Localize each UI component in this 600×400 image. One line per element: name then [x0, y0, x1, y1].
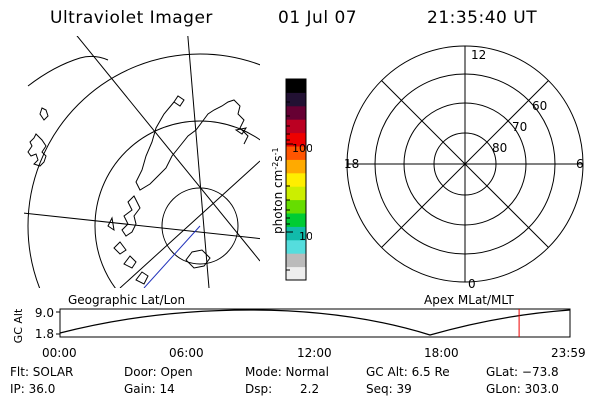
- mlt-label-18: 18: [344, 157, 359, 171]
- coastline: [173, 95, 185, 107]
- polar-plot: 12 18 6 0 60 70 80: [344, 45, 584, 291]
- map-meridian: [119, 160, 260, 288]
- timeline-ylabel: GC Alt: [12, 308, 25, 343]
- coastline: [113, 241, 127, 255]
- colorbar-swatch: [286, 172, 306, 187]
- coastline: [39, 107, 49, 121]
- geographic-map: [24, 36, 260, 288]
- polar-meridian: [381, 80, 549, 248]
- observation-date: 01 Jul 07: [278, 8, 358, 28]
- colorbar-swatch: [286, 186, 306, 201]
- colorbar-tick-label: 10: [299, 230, 312, 243]
- coastline: [123, 255, 137, 269]
- time-tick: 12:00: [297, 346, 332, 360]
- coastline: [27, 133, 47, 167]
- mlt-label-6: 6: [576, 157, 584, 171]
- instrument-title: Ultraviolet Imager: [50, 8, 213, 28]
- colorbar-swatch: [286, 253, 306, 268]
- geographic-longitude: GLon: 303.0: [486, 382, 559, 396]
- colorbar-swatch: [286, 239, 306, 254]
- map-latitude-circle: [94, 120, 260, 288]
- coastline: [121, 195, 141, 237]
- footprint-line: [143, 225, 201, 288]
- colorbar-swatch: [286, 266, 306, 281]
- gc-altitude: GC Alt: 6.5 Re: [366, 365, 450, 379]
- coastline: [135, 271, 149, 285]
- colorbar-swatch: [286, 92, 306, 107]
- colorbar: photon cm-2s-1 100 10: [271, 78, 312, 281]
- time-tick: 18:00: [424, 346, 459, 360]
- flight-status: Flt: SOLAR: [10, 365, 74, 379]
- coastline: [185, 249, 211, 269]
- mlt-label-12: 12: [471, 48, 486, 62]
- lat-label-70: 70: [512, 120, 527, 134]
- colorbar-swatch: [286, 146, 306, 160]
- colorbar-swatch: [286, 119, 306, 134]
- colorbar-tick-label: 100: [292, 142, 312, 155]
- map-meridian: [187, 36, 210, 288]
- geographic-latitude: GLat: −73.8: [486, 365, 559, 379]
- coastline: [27, 55, 109, 87]
- colorbar-swatch: [286, 199, 306, 214]
- time-tick: 06:00: [169, 346, 204, 360]
- observation-time: 21:35:40 UT: [427, 8, 538, 28]
- door-status: Door: Open: [124, 365, 193, 379]
- map-latitude-circle: [27, 53, 260, 288]
- map-latitude-circle: [161, 187, 239, 265]
- ip-value: IP: 36.0: [10, 382, 56, 396]
- colorbar-swatch: [286, 226, 306, 241]
- colorbar-swatch: [286, 79, 306, 93]
- colorbar-swatch: [286, 132, 306, 147]
- map-meridian: [24, 212, 260, 240]
- lat-label-60: 60: [532, 99, 547, 113]
- altitude-timeline: GC Alt 9.0 1.8: [12, 306, 571, 343]
- coastline: [107, 216, 115, 232]
- colorbar-swatch: [286, 105, 306, 120]
- mode-status: Mode: Normal: [245, 365, 329, 379]
- timeline-ymin-label: 1.8: [35, 327, 54, 341]
- coastline: [135, 99, 249, 191]
- colorbar-swatch: [286, 213, 306, 227]
- lat-label-80: 80: [492, 141, 507, 155]
- geographic-panel-label: Geographic Lat/Lon: [68, 293, 186, 307]
- gain-value: Gain: 14: [124, 382, 175, 396]
- map-meridian: [76, 36, 260, 262]
- coastline: [234, 127, 248, 135]
- altitude-curve: [59, 309, 571, 336]
- timeline-ymax-label: 9.0: [35, 306, 54, 320]
- sequence-number: Seq: 39: [366, 382, 412, 396]
- dsp-label: Dsp:: [245, 382, 273, 396]
- timeline-frame: [59, 308, 571, 338]
- colorbar-label: photon cm-2s-1: [271, 147, 286, 234]
- colorbar-swatch: [286, 159, 306, 174]
- mlt-label-0: 0: [468, 277, 476, 291]
- apex-panel-label: Apex MLat/MLT: [424, 293, 514, 307]
- time-tick: 23:59: [551, 346, 586, 360]
- time-tick: 00:00: [42, 346, 77, 360]
- dsp-value: 2.2: [300, 382, 320, 396]
